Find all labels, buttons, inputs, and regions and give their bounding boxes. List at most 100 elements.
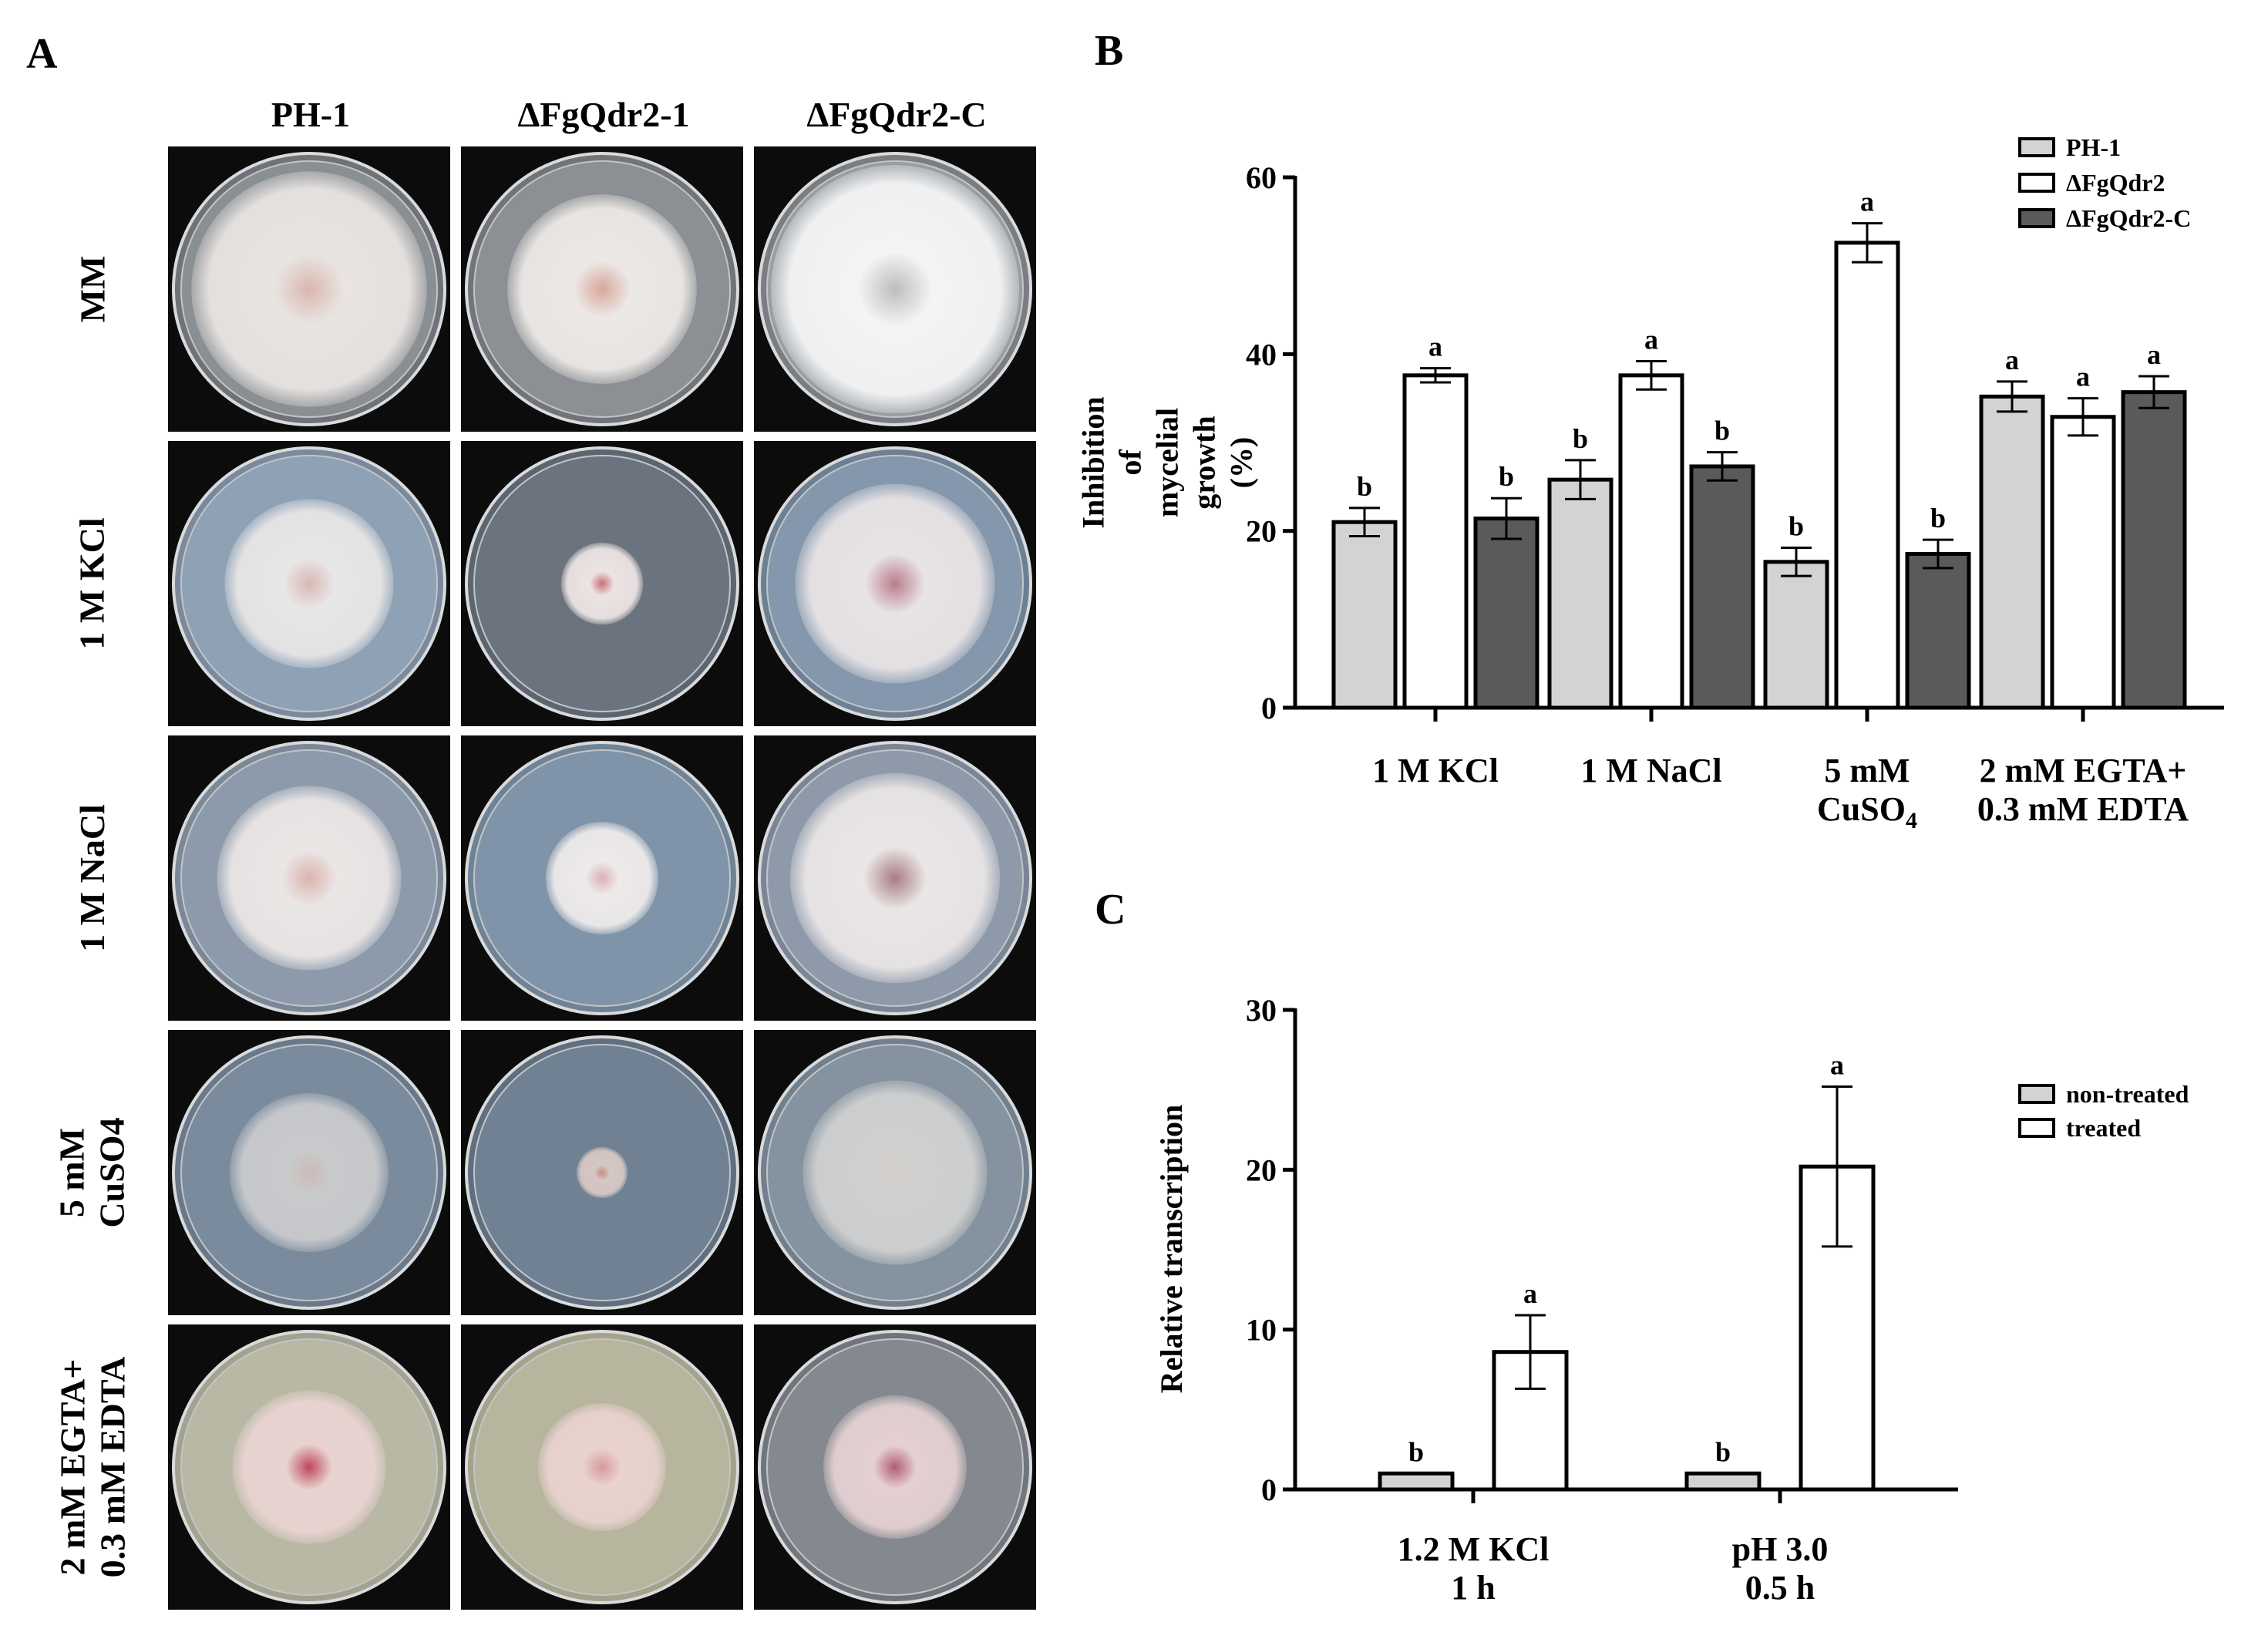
fungal-colony: [217, 786, 401, 970]
y-tick-label: 0: [1261, 691, 1277, 725]
column-header-complement: ΔFgQdr2-C: [754, 94, 1039, 135]
fungal-colony: [796, 484, 995, 684]
significance-letter: a: [1644, 325, 1658, 355]
row-label-nacl: 1 M NaCl: [23, 735, 162, 1021]
fungal-colony: [538, 1403, 666, 1531]
fungal-colony: [230, 1093, 389, 1252]
significance-letter: b: [1573, 423, 1588, 454]
x-tick-label: 1 M NaCl: [1580, 752, 1721, 789]
bar: [1476, 519, 1537, 708]
legend-swatch: [2020, 174, 2054, 191]
legend-label: ΔFgQdr2-C: [2066, 204, 2191, 232]
x-tick-label: 1 h: [1451, 1569, 1495, 1607]
legend-label: PH-1: [2066, 133, 2121, 161]
y-tick-label: 30: [1246, 993, 1277, 1028]
significance-letter: b: [1714, 416, 1730, 446]
petri-plate: [168, 146, 450, 432]
significance-letter: b: [1499, 461, 1514, 492]
bar: [1765, 562, 1827, 708]
significance-letter: b: [1930, 503, 1946, 533]
significance-letter: a: [1523, 1278, 1537, 1309]
panel-label-a: A: [26, 29, 57, 79]
bar: [1620, 375, 1682, 708]
x-tick-label: 5 mM: [1824, 752, 1910, 789]
panel-label-b: B: [1095, 26, 1123, 76]
petri-plate: [754, 1030, 1036, 1315]
y-tick-label: 10: [1246, 1313, 1277, 1348]
legend-swatch: [2020, 210, 2054, 227]
y-tick-label: 40: [1246, 337, 1277, 372]
bar: [1494, 1352, 1566, 1489]
legend-label: non-treated: [2066, 1080, 2189, 1108]
row-label-cuso4: 5 mM CuSO4: [23, 1030, 162, 1315]
fungal-colony: [232, 1390, 385, 1543]
chart-c-ylabel: Relative transcription: [1126, 1002, 1218, 1496]
petri-plate: [461, 1324, 743, 1610]
significance-letter: a: [1428, 332, 1442, 362]
bar: [1981, 396, 2043, 708]
x-tick-label: CuSO4: [1817, 790, 1917, 833]
bar: [1687, 1473, 1759, 1489]
x-tick-label: 0.3 mM EDTA: [1977, 790, 2189, 828]
bar: [1380, 1473, 1452, 1489]
petri-plate: [754, 441, 1036, 726]
chart-b-ylabel: Inhibition of mycelial growth (%): [1110, 200, 1226, 725]
x-tick-label: 1 M KCl: [1372, 752, 1499, 789]
significance-letter: a: [2147, 339, 2161, 370]
y-tick-label: 60: [1246, 160, 1277, 195]
significance-letter: b: [1715, 1436, 1731, 1467]
petri-plate: [168, 1324, 450, 1610]
fungal-colony: [191, 171, 426, 406]
x-tick-label: pH 3.0: [1732, 1530, 1829, 1568]
bar: [1334, 522, 1395, 708]
petri-plate: [754, 1324, 1036, 1610]
bar: [1691, 466, 1753, 708]
significance-letter: b: [1408, 1436, 1424, 1467]
fungal-colony: [507, 194, 697, 384]
row-label-kcl: 1 M KCl: [23, 441, 162, 726]
petri-plate: [461, 1030, 743, 1315]
y-tick-label: 0: [1261, 1472, 1277, 1507]
fungal-colony: [577, 1147, 628, 1198]
legend-swatch: [2020, 1085, 2054, 1102]
petri-plate: [754, 146, 1036, 432]
significance-letter: a: [1830, 1050, 1844, 1081]
bar: [2123, 392, 2185, 708]
petri-plate: [461, 441, 743, 726]
legend-label: treated: [2066, 1114, 2141, 1142]
petri-plate: [168, 735, 450, 1021]
fungal-colony: [771, 165, 1019, 413]
fungal-colony: [546, 822, 658, 934]
legend-label: ΔFgQdr2: [2066, 169, 2165, 197]
bar: [2052, 417, 2114, 708]
significance-letter: a: [1860, 187, 1874, 217]
column-header-deletion: ΔFgQdr2-1: [461, 94, 746, 135]
bar: [1405, 375, 1466, 708]
bar: [1907, 554, 1969, 708]
fungal-colony: [561, 543, 643, 624]
petri-plate: [461, 735, 743, 1021]
fungal-colony: [224, 499, 393, 668]
column-header-ph1: PH-1: [168, 94, 453, 135]
bar: [1836, 243, 1898, 708]
row-label-mm: MM: [23, 146, 162, 432]
fungal-colony: [803, 1080, 987, 1264]
x-tick-label: 1.2 M KCl: [1398, 1530, 1550, 1568]
x-tick-label: 0.5 h: [1745, 1569, 1815, 1607]
petri-plate: [754, 735, 1036, 1021]
fungal-colony: [790, 773, 1000, 983]
legend-swatch: [2020, 1119, 2054, 1136]
significance-letter: a: [2005, 345, 2019, 375]
bar: [1550, 480, 1611, 708]
significance-letter: a: [2076, 362, 2090, 392]
petri-plate: [461, 146, 743, 432]
legend-swatch: [2020, 139, 2054, 156]
y-tick-label: 20: [1246, 1153, 1277, 1187]
bar: [1801, 1166, 1873, 1489]
significance-letter: b: [1357, 471, 1372, 502]
petri-plate: [168, 441, 450, 726]
row-label-egta-edta: 2 mM EGTA+ 0.3 mM EDTA: [23, 1324, 162, 1610]
fungal-colony: [823, 1395, 967, 1539]
x-tick-label: 2 mM EGTA+: [1980, 752, 2187, 789]
panel-label-c: C: [1095, 885, 1126, 934]
